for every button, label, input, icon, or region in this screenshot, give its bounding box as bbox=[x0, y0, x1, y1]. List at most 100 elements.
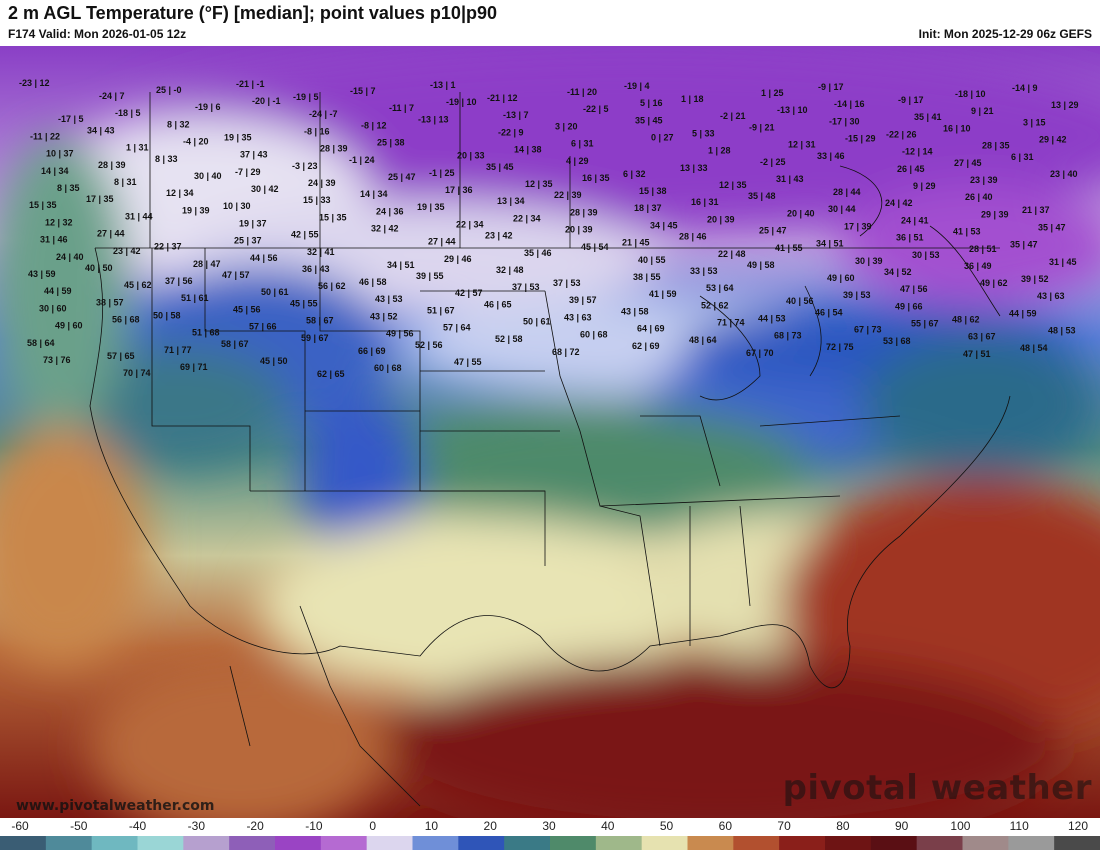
point-value: 55 | 67 bbox=[911, 319, 939, 329]
point-value: 57 | 65 bbox=[107, 351, 135, 361]
point-value: 35 | 47 bbox=[1010, 240, 1038, 250]
point-value: 31 | 45 bbox=[1049, 257, 1077, 267]
point-value: -20 | -1 bbox=[252, 96, 281, 106]
point-value: 69 | 71 bbox=[180, 362, 208, 372]
point-value: 6 | 32 bbox=[623, 169, 646, 179]
point-value: 15 | 35 bbox=[319, 212, 347, 222]
point-value: -19 | 10 bbox=[446, 97, 477, 107]
point-value: 30 | 44 bbox=[828, 204, 856, 214]
point-value: 46 | 58 bbox=[359, 277, 387, 287]
point-value: 35 | 41 bbox=[914, 112, 942, 122]
point-value: 60 | 68 bbox=[580, 330, 608, 340]
point-value: 48 | 53 bbox=[1048, 326, 1076, 336]
point-value: 13 | 33 bbox=[680, 163, 708, 173]
point-value: 37 | 53 bbox=[553, 278, 581, 288]
point-value: 70 | 74 bbox=[123, 368, 151, 378]
point-value: 30 | 40 bbox=[194, 171, 222, 181]
point-value: 28 | 46 bbox=[679, 232, 707, 242]
point-value: 17 | 35 bbox=[86, 194, 114, 204]
point-value: 10 | 37 bbox=[46, 149, 74, 159]
point-value: 72 | 75 bbox=[826, 342, 854, 352]
point-value: 52 | 62 bbox=[701, 300, 729, 310]
point-value: 25 | 47 bbox=[388, 172, 416, 182]
colorbar-tick-label: 100 bbox=[950, 819, 971, 833]
point-value: 18 | 37 bbox=[634, 203, 662, 213]
point-value: -24 | -7 bbox=[309, 109, 338, 119]
point-value: 28 | 39 bbox=[98, 160, 126, 170]
point-value: 21 | 45 bbox=[622, 238, 650, 248]
point-value: 28 | 39 bbox=[320, 144, 348, 154]
point-value: 59 | 67 bbox=[301, 333, 329, 343]
point-value: 12 | 34 bbox=[166, 188, 194, 198]
point-value: 16 | 31 bbox=[691, 197, 719, 207]
point-value: -22 | 5 bbox=[583, 104, 609, 114]
point-value: 15 | 33 bbox=[303, 195, 331, 205]
point-value: 3 | 20 bbox=[555, 121, 578, 131]
point-value: 43 | 52 bbox=[370, 311, 398, 321]
point-value: 20 | 40 bbox=[787, 208, 815, 218]
colorbar-swatch bbox=[550, 836, 597, 850]
point-value: 34 | 43 bbox=[87, 125, 115, 135]
point-value: -15 | 29 bbox=[845, 134, 876, 144]
colorbar-tick-label: 120 bbox=[1067, 819, 1089, 833]
point-value: 44 | 56 bbox=[250, 253, 278, 263]
point-value: -1 | 25 bbox=[429, 168, 455, 178]
colorbar-ticks: -60 -50 -40 -30 -20 -10 0 10 20 30 40 50 60 70 80 90 100… bbox=[0, 818, 1100, 834]
point-value: 48 | 64 bbox=[689, 335, 717, 345]
point-value: 40 | 50 bbox=[85, 263, 113, 273]
colorbar-swatch bbox=[229, 836, 276, 850]
colorbar-swatch bbox=[137, 836, 184, 850]
point-value: 20 | 39 bbox=[707, 214, 735, 224]
point-value: 57 | 64 bbox=[443, 323, 471, 333]
point-value: 6 | 31 bbox=[571, 139, 594, 149]
colorbar bbox=[0, 836, 1100, 850]
colorbar-tick-label: -10 bbox=[305, 819, 323, 833]
point-value: 51 | 68 bbox=[192, 328, 220, 338]
pivotal-weather-watermark: pivotal weather bbox=[782, 768, 1092, 808]
point-value: 41 | 59 bbox=[649, 289, 677, 299]
point-value: -1 | 24 bbox=[349, 155, 375, 165]
point-value: 19 | 37 bbox=[239, 218, 267, 228]
colorbar-tick-label: 20 bbox=[483, 819, 497, 833]
point-value: 45 | 62 bbox=[124, 280, 152, 290]
point-value: 40 | 56 bbox=[786, 296, 814, 306]
point-value: 24 | 40 bbox=[56, 252, 84, 262]
point-value: -14 | 16 bbox=[834, 99, 865, 109]
point-value: 35 | 47 bbox=[1038, 222, 1066, 232]
point-value: -23 | 12 bbox=[19, 78, 50, 88]
point-value: -11 | 22 bbox=[30, 131, 60, 141]
point-value: 43 | 59 bbox=[28, 269, 56, 279]
point-value: -11 | 7 bbox=[389, 103, 414, 113]
point-value: 19 | 39 bbox=[182, 205, 210, 215]
colorbar-swatch bbox=[687, 836, 734, 850]
point-value: 45 | 55 bbox=[290, 298, 318, 308]
colorbar-swatch bbox=[91, 836, 138, 850]
colorbar-tick-label: 80 bbox=[836, 819, 850, 833]
point-value: 30 | 60 bbox=[39, 303, 67, 313]
point-value: -15 | 7 bbox=[350, 86, 376, 96]
point-value: 37 | 43 bbox=[240, 150, 268, 160]
point-value: 34 | 51 bbox=[816, 239, 844, 249]
point-value: 53 | 64 bbox=[706, 283, 734, 293]
point-value: 17 | 36 bbox=[445, 185, 473, 195]
point-value: 4 | 29 bbox=[566, 156, 589, 166]
point-value: 51 | 61 bbox=[181, 293, 209, 303]
point-value: 22 | 34 bbox=[513, 213, 541, 223]
point-value: 45 | 56 bbox=[233, 304, 261, 314]
point-value: 34 | 45 bbox=[650, 220, 678, 230]
point-value: 8 | 31 bbox=[114, 177, 137, 187]
point-value: 31 | 44 bbox=[125, 211, 153, 221]
point-value: -22 | 9 bbox=[498, 127, 524, 137]
point-value: 51 | 67 bbox=[427, 305, 455, 315]
point-value: 13 | 29 bbox=[1051, 100, 1079, 110]
point-value: 32 | 48 bbox=[496, 265, 524, 275]
point-value: 31 | 46 bbox=[40, 235, 68, 245]
political-boundaries bbox=[89, 92, 1011, 807]
colorbar-swatch bbox=[1008, 836, 1055, 850]
point-value: 13 | 34 bbox=[497, 196, 525, 206]
point-value: 46 | 65 bbox=[484, 299, 512, 309]
point-value: -3 | 23 bbox=[292, 161, 318, 171]
point-value: 25 | -0 bbox=[156, 85, 182, 95]
point-value: 49 | 58 bbox=[747, 260, 775, 270]
point-value: 39 | 57 bbox=[569, 295, 597, 305]
